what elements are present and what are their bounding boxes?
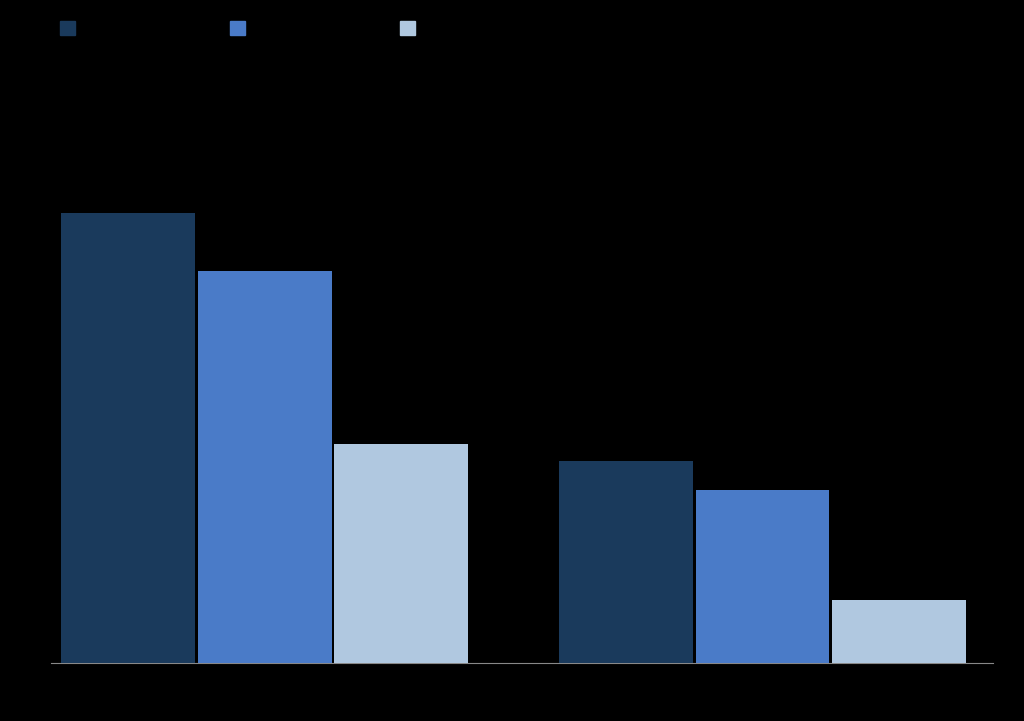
- Legend: Series1, Series2, Series3: Series1, Series2, Series3: [60, 21, 489, 38]
- Bar: [198, 271, 332, 663]
- Bar: [61, 213, 195, 663]
- Bar: [334, 444, 468, 663]
- Bar: [833, 600, 966, 663]
- Bar: [559, 461, 693, 663]
- Bar: [695, 490, 829, 663]
